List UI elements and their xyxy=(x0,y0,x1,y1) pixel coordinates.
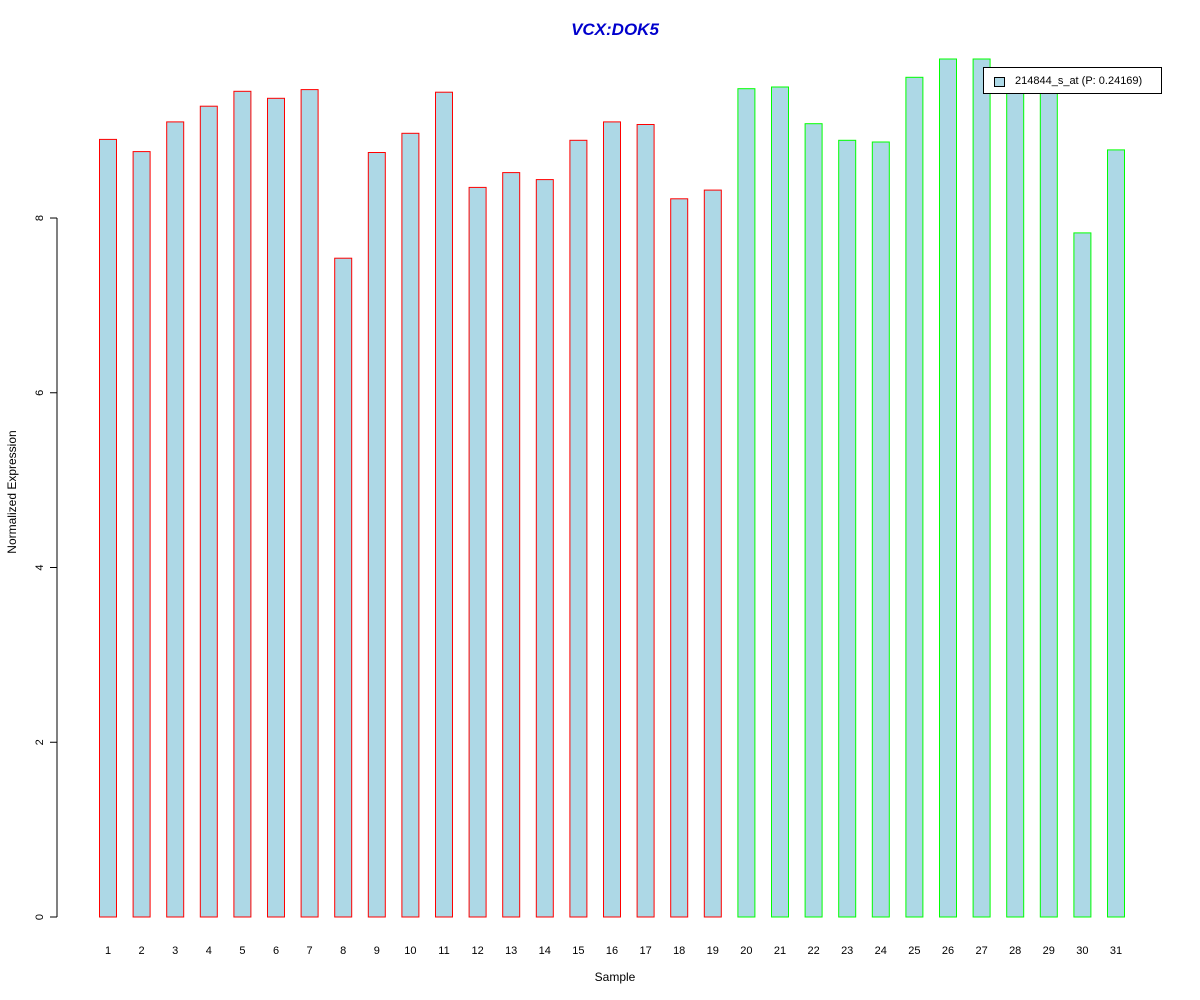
x-tick-label: 5 xyxy=(239,945,245,957)
x-tick-label: 20 xyxy=(740,945,752,957)
x-tick-label: 16 xyxy=(606,945,618,957)
x-tick-label: 23 xyxy=(841,945,853,957)
y-tick-label: 2 xyxy=(34,739,46,745)
y-tick-label: 0 xyxy=(34,914,46,920)
bar-24 xyxy=(871,141,890,918)
bar-26 xyxy=(939,58,957,918)
legend-swatch xyxy=(994,77,1005,87)
x-tick-label: 28 xyxy=(1009,945,1021,957)
bar-2 xyxy=(132,151,151,918)
x-tick-label: 3 xyxy=(172,945,178,957)
bar-22 xyxy=(804,123,823,918)
bar-14 xyxy=(535,179,554,918)
x-tick-label: 2 xyxy=(139,945,145,957)
bar-10 xyxy=(401,132,420,918)
bar-6 xyxy=(267,97,285,918)
bar-9 xyxy=(367,152,386,918)
x-tick-label: 22 xyxy=(807,945,819,957)
bar-16 xyxy=(603,121,621,918)
x-tick-label: 12 xyxy=(471,945,483,957)
x-tick-label: 19 xyxy=(707,945,719,957)
x-tick-label: 11 xyxy=(438,945,449,957)
bar-25 xyxy=(905,76,924,918)
bar-23 xyxy=(838,139,857,918)
legend: 214844_s_at (P: 0.24169) xyxy=(983,67,1162,94)
bar-13 xyxy=(502,172,521,918)
bar-27 xyxy=(972,58,991,918)
bar-17 xyxy=(636,124,655,918)
x-tick-label: 26 xyxy=(942,945,954,957)
bar-19 xyxy=(703,189,722,918)
x-tick-label: 1 xyxy=(105,945,111,957)
x-tick-label: 30 xyxy=(1076,945,1088,957)
x-tick-label: 15 xyxy=(572,945,584,957)
bar-12 xyxy=(468,186,487,918)
bar-31 xyxy=(1107,149,1125,918)
bar-15 xyxy=(569,139,588,918)
x-tick-label: 18 xyxy=(673,945,685,957)
x-tick-label: 10 xyxy=(404,945,416,957)
x-axis-label: Sample xyxy=(594,970,636,984)
bar-28 xyxy=(1006,75,1025,918)
bar-1 xyxy=(99,138,117,918)
x-tick-label: 14 xyxy=(539,945,551,957)
x-tick-label: 31 xyxy=(1110,945,1122,957)
bar-8 xyxy=(334,257,353,918)
x-tick-label: 25 xyxy=(908,945,920,957)
y-tick-label: 4 xyxy=(34,564,46,570)
x-tick-label: 24 xyxy=(875,945,887,957)
y-tick-label: 6 xyxy=(34,390,46,396)
x-tick-label: 13 xyxy=(505,945,517,957)
bar-11 xyxy=(435,91,453,918)
bar-18 xyxy=(670,198,689,918)
bar-20 xyxy=(737,88,756,918)
x-tick-label: 21 xyxy=(774,945,786,957)
y-tick-label: 8 xyxy=(34,215,46,221)
x-tick-label: 17 xyxy=(639,945,651,957)
x-tick-label: 27 xyxy=(975,945,987,957)
x-tick-label: 29 xyxy=(1043,945,1055,957)
bar-29 xyxy=(1039,76,1058,918)
x-tick-label: 4 xyxy=(206,945,212,957)
chart-title: VCX:DOK5 xyxy=(571,20,659,39)
bar-7 xyxy=(300,89,319,918)
y-axis-label: Normalized Expression xyxy=(5,430,19,554)
legend-label: 214844_s_at (P: 0.24169) xyxy=(1015,75,1143,87)
bar-5 xyxy=(233,90,252,918)
x-tick-label: 6 xyxy=(273,945,279,957)
bar-3 xyxy=(166,121,185,918)
x-tick-label: 7 xyxy=(307,945,313,957)
x-tick-label: 8 xyxy=(340,945,346,957)
bar-4 xyxy=(199,105,218,918)
bar-30 xyxy=(1073,232,1092,918)
x-tick-label: 9 xyxy=(374,945,380,957)
bar-21 xyxy=(771,86,789,918)
